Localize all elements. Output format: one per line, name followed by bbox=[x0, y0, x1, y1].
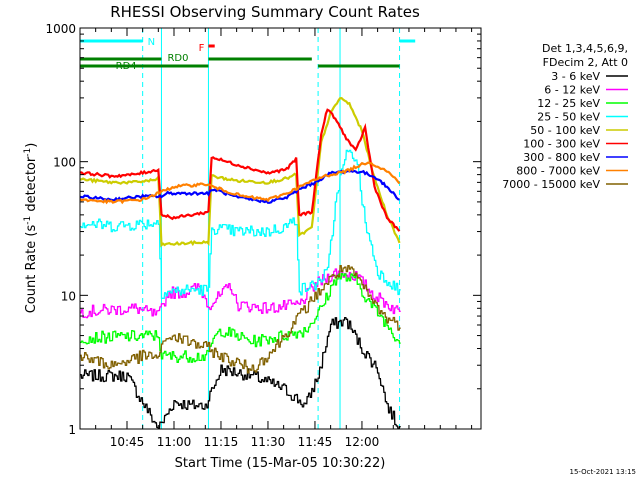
x-tick-label-5: 11:45 bbox=[298, 435, 333, 449]
y-tick-label-2: 10 bbox=[61, 289, 76, 303]
legend-label-1: 3 - 6 keV bbox=[551, 70, 600, 83]
y-axis-label: Count Rate (s-1 detector-1) bbox=[23, 143, 39, 314]
legend-label-4: 25 - 50 keV bbox=[537, 111, 600, 124]
legend-label-5: 50 - 100 keV bbox=[530, 124, 600, 137]
legend-label-6: 100 - 300 keV bbox=[523, 138, 600, 151]
series-line-9 bbox=[80, 264, 401, 374]
series-line-6 bbox=[80, 108, 401, 232]
legend-label-7: 300 - 800 keV bbox=[523, 151, 600, 164]
series-line-8 bbox=[80, 161, 401, 205]
chart-title: RHESSI Observing Summary Count Rates bbox=[110, 3, 420, 21]
legend-label-9: 7000 - 15000 keV bbox=[502, 178, 600, 191]
x-tick-label-4: 11:30 bbox=[251, 435, 286, 449]
x-tick-label-1: 10:45 bbox=[110, 435, 145, 449]
x-axis-label: Start Time (15-Mar-05 10:30:22) bbox=[175, 456, 386, 471]
plot-frame bbox=[79, 27, 482, 430]
plot-area: N F RD0 RD4 bbox=[80, 28, 416, 429]
annotation-label-n: N bbox=[148, 37, 155, 48]
x-axis: 10:45 11:00 11:15 11:30 11:45 12:00 bbox=[95, 28, 473, 449]
annotation-label-f: F bbox=[199, 43, 205, 54]
series-line-4 bbox=[80, 149, 401, 299]
y-tick-label-1: 1 bbox=[68, 423, 76, 437]
y-axis: 1 10 100 1000 bbox=[45, 22, 481, 437]
series-line-3 bbox=[80, 272, 401, 363]
legend-label-3: 12 - 25 keV bbox=[537, 97, 600, 110]
x-tick-label-2: 11:00 bbox=[157, 435, 192, 449]
y-tick-label-3: 100 bbox=[53, 156, 76, 170]
legend-label-8: 800 - 7000 keV bbox=[516, 165, 600, 178]
footer-timestamp: 15-Oct-2021 13:15 bbox=[570, 468, 636, 476]
x-tick-label-6: 12:00 bbox=[345, 435, 380, 449]
series-line-2 bbox=[80, 268, 401, 319]
y-tick-label-4: 1000 bbox=[45, 22, 76, 36]
legend: Det 1,3,4,5,6,9, FDecim 2, Att 0 3 - 6 k… bbox=[502, 42, 628, 191]
legend-header-line-2: FDecim 2, Att 0 bbox=[543, 56, 628, 69]
series-line-1 bbox=[80, 316, 401, 429]
annotation-label-rd0: RD0 bbox=[167, 53, 188, 64]
series-line-5 bbox=[80, 96, 401, 248]
annotation-label-rd4: RD4 bbox=[116, 61, 137, 72]
x-tick-label-3: 11:15 bbox=[204, 435, 239, 449]
legend-header-line-1: Det 1,3,4,5,6,9, bbox=[542, 42, 628, 55]
legend-label-2: 6 - 12 keV bbox=[544, 84, 600, 97]
